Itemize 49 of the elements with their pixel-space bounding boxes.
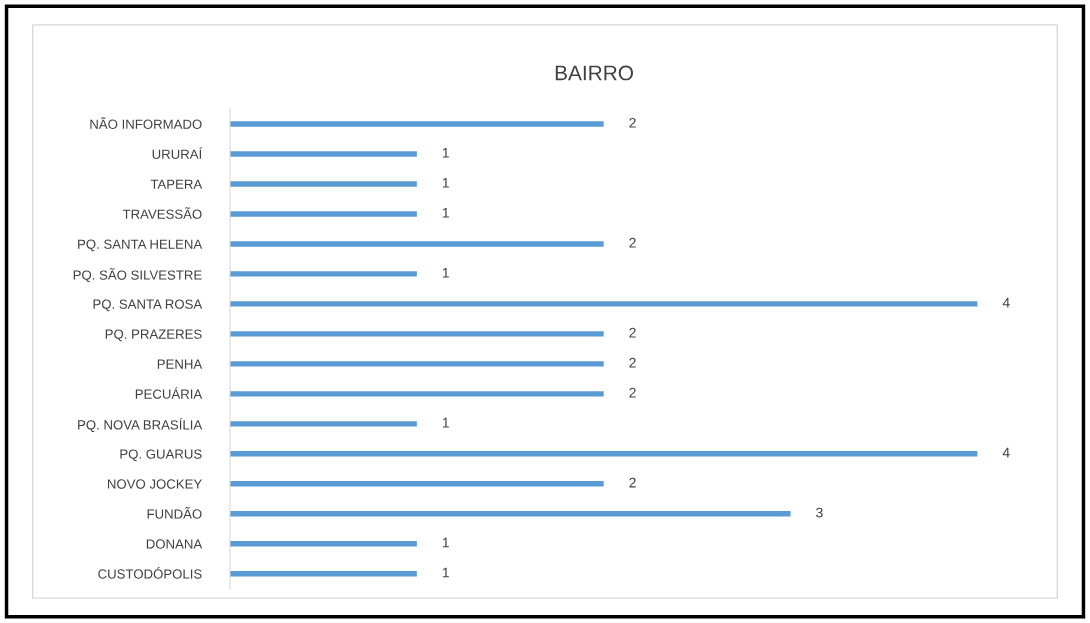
bar xyxy=(229,121,604,127)
bar xyxy=(229,331,604,337)
chart-title: BAIRRO xyxy=(555,65,633,81)
y-tick-label: PQ. GUARUS xyxy=(120,449,202,462)
data-label: 4 xyxy=(1002,297,1010,308)
data-label: 1 xyxy=(442,148,449,158)
bar xyxy=(229,481,604,487)
y-tick-label: FUNDÃO xyxy=(147,506,202,519)
bar xyxy=(229,511,791,517)
data-label: 2 xyxy=(629,477,636,488)
data-label: 2 xyxy=(629,237,636,248)
y-tick-label: URURAÍ xyxy=(152,147,203,159)
data-label: 1 xyxy=(442,178,449,188)
bar xyxy=(229,301,978,307)
bar xyxy=(229,361,604,367)
data-label: 4 xyxy=(1002,447,1010,458)
data-label: 1 xyxy=(442,567,449,578)
bar xyxy=(229,421,417,427)
y-tick-label: DONANA xyxy=(146,539,203,549)
data-label: 2 xyxy=(629,327,636,338)
y-tick-label: PQ. PRAZERES xyxy=(105,329,202,342)
y-tick-label: NÃO INFORMADO xyxy=(90,117,202,129)
y-tick-label: TRAVESSÃO xyxy=(122,207,202,219)
y-tick-label: PQ. SANTA HELENA xyxy=(78,239,203,252)
y-tick-label: CUSTODÓPOLIS xyxy=(98,567,202,579)
data-label: 3 xyxy=(816,507,823,518)
data-label: 2 xyxy=(629,117,636,128)
bar xyxy=(229,241,604,247)
bar xyxy=(229,571,417,577)
data-label: 2 xyxy=(629,387,636,398)
y-tick-label: PQ. NOVA BRASÍLIA xyxy=(78,417,203,432)
y-tick-label: PECUÁRIA xyxy=(135,387,203,399)
bar xyxy=(229,211,417,217)
bar xyxy=(229,451,978,457)
y-tick-label: PENHA xyxy=(157,359,203,369)
bar xyxy=(229,181,417,187)
data-label: 1 xyxy=(442,417,449,428)
y-tick-label: TAPERA xyxy=(150,179,203,189)
bar xyxy=(229,151,417,157)
y-tick-label: PQ. SANTA ROSA xyxy=(93,299,203,312)
data-label: 1 xyxy=(442,208,449,218)
data-label: 2 xyxy=(629,357,636,368)
bar xyxy=(229,391,604,397)
y-tick-label: PQ. SÃO SILVESTRE xyxy=(73,268,202,283)
bar xyxy=(229,271,417,277)
bar xyxy=(229,541,417,547)
data-label: 1 xyxy=(442,267,449,278)
y-tick-label: NOVO JOCKEY xyxy=(107,479,202,489)
data-label: 1 xyxy=(442,537,449,548)
